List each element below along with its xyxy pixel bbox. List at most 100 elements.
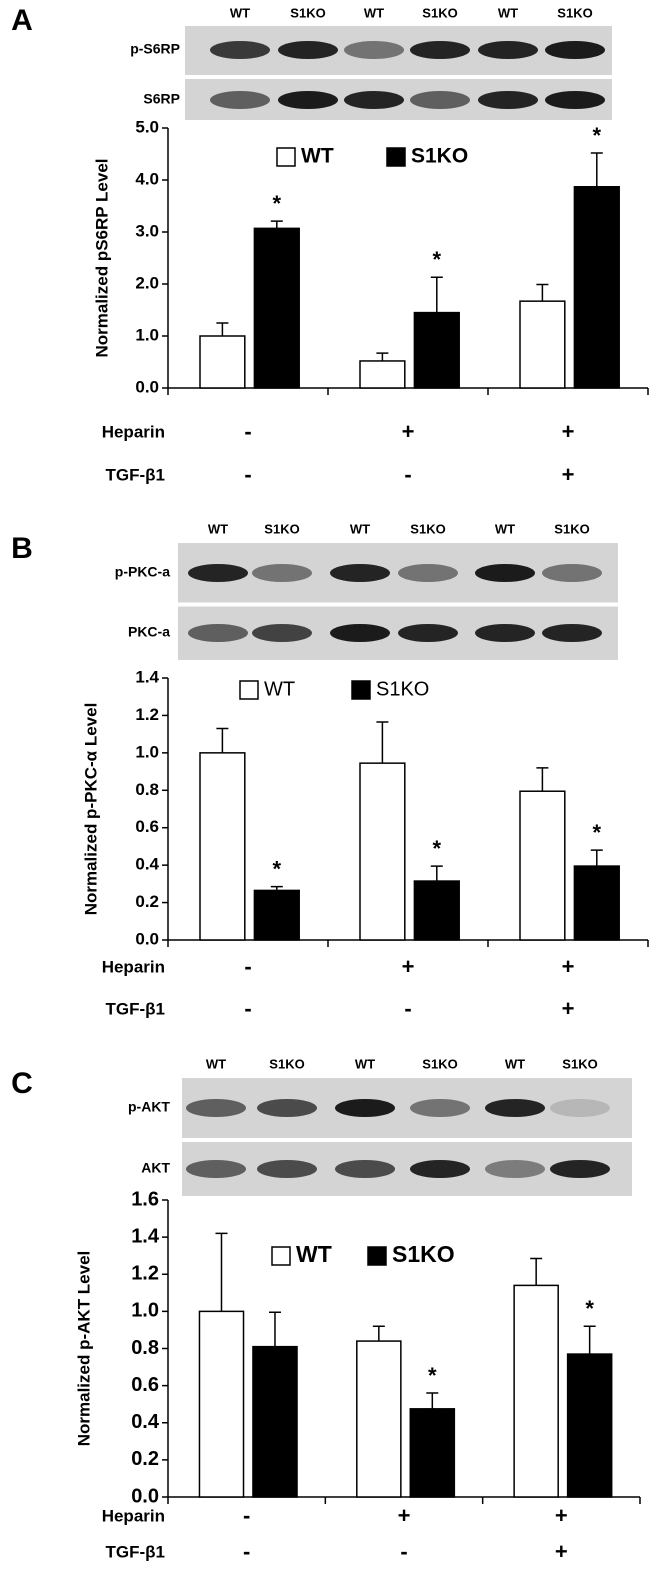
blot-band bbox=[478, 91, 538, 109]
y-axis-label: Normalized p-PKC-α Level bbox=[81, 703, 100, 916]
y-tick-label: 0.6 bbox=[131, 1374, 159, 1396]
y-tick-label: 1.2 bbox=[131, 1263, 159, 1285]
y-tick-label: 1.0 bbox=[131, 1300, 159, 1322]
error-bar bbox=[530, 1257, 543, 1286]
y-tick-label: 1.4 bbox=[131, 1225, 160, 1247]
y-tick-label: 0.8 bbox=[135, 780, 159, 799]
error-bar bbox=[268, 1311, 281, 1347]
y-tick-label: 5.0 bbox=[135, 117, 159, 136]
blot-band bbox=[188, 564, 248, 582]
treatment-name: TGF-β1 bbox=[106, 465, 165, 484]
blot-band bbox=[545, 91, 605, 109]
y-tick-label: 0.8 bbox=[131, 1337, 159, 1359]
lane-label: WT bbox=[355, 1056, 375, 1071]
y-axis-label: Normalized pS6RP Level bbox=[92, 158, 111, 357]
bar bbox=[253, 889, 300, 941]
error-bar bbox=[536, 767, 549, 792]
legend-swatch bbox=[239, 680, 259, 700]
error-bar bbox=[590, 152, 603, 187]
bar bbox=[413, 311, 460, 389]
significance-marker: * bbox=[273, 191, 282, 216]
blot-band bbox=[186, 1160, 246, 1178]
error-bar bbox=[536, 283, 549, 302]
bar bbox=[199, 335, 246, 389]
treatment-name: TGF-β1 bbox=[106, 1542, 165, 1561]
treatment-level: - bbox=[243, 1503, 250, 1528]
significance-marker: * bbox=[433, 836, 442, 861]
blot-band bbox=[398, 624, 458, 642]
blot-band bbox=[545, 41, 605, 59]
y-tick-label: 1.6 bbox=[131, 1188, 159, 1210]
blot-row-label: p-AKT bbox=[128, 1099, 170, 1115]
bar bbox=[198, 1310, 245, 1498]
treatment-level: - bbox=[404, 996, 411, 1021]
significance-marker: * bbox=[428, 1363, 437, 1388]
lane-label: S1KO bbox=[290, 5, 325, 20]
y-tick-label: 4.0 bbox=[135, 169, 159, 188]
y-tick-label: 3.0 bbox=[135, 221, 159, 240]
blot-band bbox=[475, 564, 535, 582]
lane-label: S1KO bbox=[422, 5, 457, 20]
treatment-level: - bbox=[243, 1539, 250, 1564]
bar bbox=[519, 790, 566, 941]
lane-label: WT bbox=[350, 521, 370, 536]
y-tick-label: 0.6 bbox=[135, 817, 159, 836]
treatment-level: - bbox=[400, 1539, 407, 1564]
bar bbox=[253, 227, 300, 389]
lane-label: S1KO bbox=[410, 521, 445, 536]
error-bar bbox=[216, 727, 229, 753]
blot-band bbox=[188, 624, 248, 642]
legend-swatch bbox=[271, 1246, 291, 1266]
error-bar bbox=[376, 721, 389, 764]
legend-label: WT bbox=[301, 145, 334, 168]
y-tick-label: 0.0 bbox=[131, 1485, 159, 1507]
y-tick-label: 0.4 bbox=[131, 1411, 160, 1433]
bar bbox=[356, 1340, 402, 1498]
blot-band bbox=[335, 1160, 395, 1178]
blot-band bbox=[330, 624, 390, 642]
treatment-name: Heparin bbox=[102, 422, 165, 441]
treatment-name: Heparin bbox=[102, 1506, 165, 1525]
lane-label: WT bbox=[505, 1056, 525, 1071]
error-bar bbox=[216, 322, 229, 336]
significance-marker: * bbox=[593, 123, 602, 148]
bar bbox=[513, 1284, 559, 1498]
legend-label: S1KO bbox=[392, 1241, 455, 1267]
bar bbox=[409, 1408, 456, 1498]
blot-band bbox=[344, 41, 404, 59]
lane-label: S1KO bbox=[562, 1056, 597, 1071]
blot-band bbox=[478, 41, 538, 59]
lane-label: WT bbox=[364, 5, 384, 20]
lane-label: WT bbox=[230, 5, 250, 20]
blot-background bbox=[182, 1078, 632, 1196]
blot-band bbox=[210, 91, 270, 109]
blot-row-label: p-PKC-a bbox=[115, 564, 170, 580]
blot-band bbox=[542, 564, 602, 582]
lane-label: WT bbox=[495, 521, 515, 536]
blot-band bbox=[330, 564, 390, 582]
significance-marker: * bbox=[585, 1296, 594, 1321]
blot-band bbox=[344, 91, 404, 109]
y-tick-label: 0.0 bbox=[135, 377, 159, 396]
error-bar bbox=[430, 276, 443, 313]
legend-label: S1KO bbox=[376, 678, 429, 700]
treatment-level: + bbox=[398, 1503, 411, 1528]
treatment-level: + bbox=[562, 419, 575, 444]
bar bbox=[199, 752, 246, 941]
panel-label: A bbox=[11, 4, 33, 37]
error-bar bbox=[376, 352, 389, 361]
lane-label: WT bbox=[206, 1056, 226, 1071]
lane-label: S1KO bbox=[269, 1056, 304, 1071]
bar bbox=[519, 300, 566, 389]
y-tick-label: 1.0 bbox=[135, 742, 159, 761]
blot-band bbox=[485, 1160, 545, 1178]
treatment-level: - bbox=[244, 996, 251, 1021]
lane-label: S1KO bbox=[557, 5, 592, 20]
blot-band bbox=[410, 1160, 470, 1178]
bar bbox=[573, 186, 620, 389]
y-axis-label: Normalized p-AKT Level bbox=[74, 1251, 93, 1447]
legend-swatch bbox=[351, 680, 371, 700]
y-tick-label: 1.4 bbox=[135, 667, 159, 686]
treatment-level: + bbox=[555, 1503, 568, 1528]
